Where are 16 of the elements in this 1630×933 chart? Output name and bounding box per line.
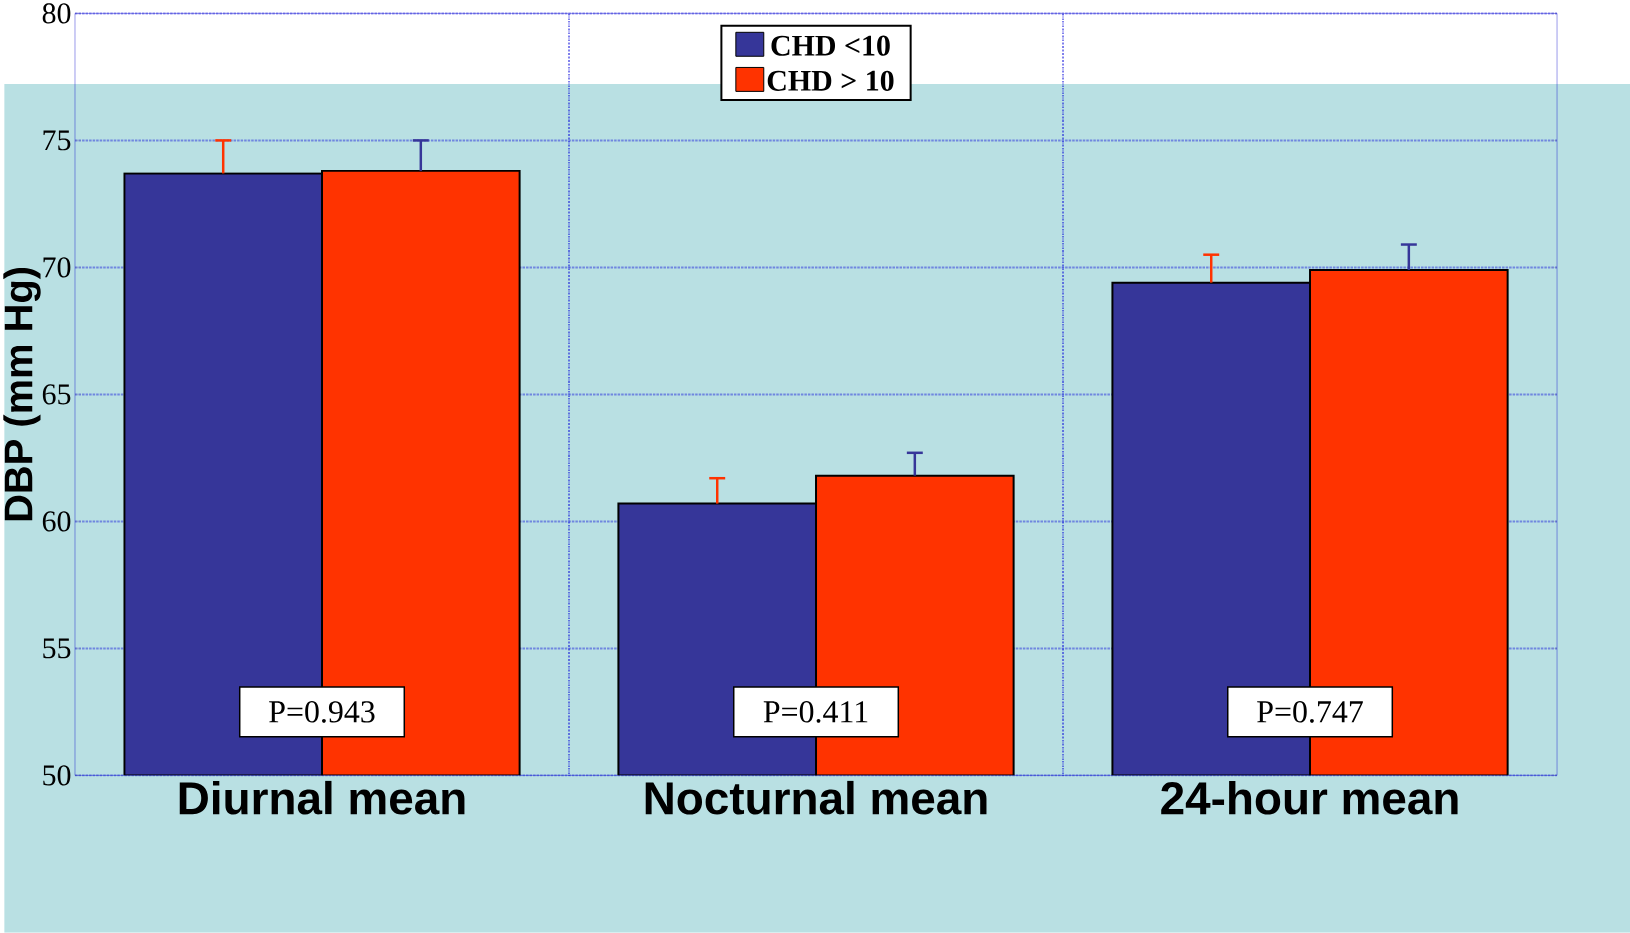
y-tick-label: 55 xyxy=(43,638,71,659)
y-tick-label: 75 xyxy=(43,130,71,151)
y-tick-label: 80 xyxy=(42,3,71,24)
y-axis-title: DBP (mm Hg) xyxy=(3,267,41,521)
x-tick-label: Nocturnal mean xyxy=(645,780,987,815)
legend-label: CHD <10 xyxy=(771,35,890,56)
y-tick-label: 60 xyxy=(42,511,71,532)
y-tick-label: 50 xyxy=(43,765,71,786)
y-tick-label: 65 xyxy=(42,384,71,405)
annotation: P=0.943 xyxy=(269,701,375,723)
x-tick-label: 24-hour mean xyxy=(1161,780,1458,815)
annotation: P=0.411 xyxy=(763,701,868,723)
annotation: P=0.747 xyxy=(1257,701,1363,723)
legend-label: CHD > 10 xyxy=(767,70,894,91)
x-tick-label: Diurnal mean xyxy=(179,780,465,815)
y-tick-label: 70 xyxy=(43,257,71,278)
